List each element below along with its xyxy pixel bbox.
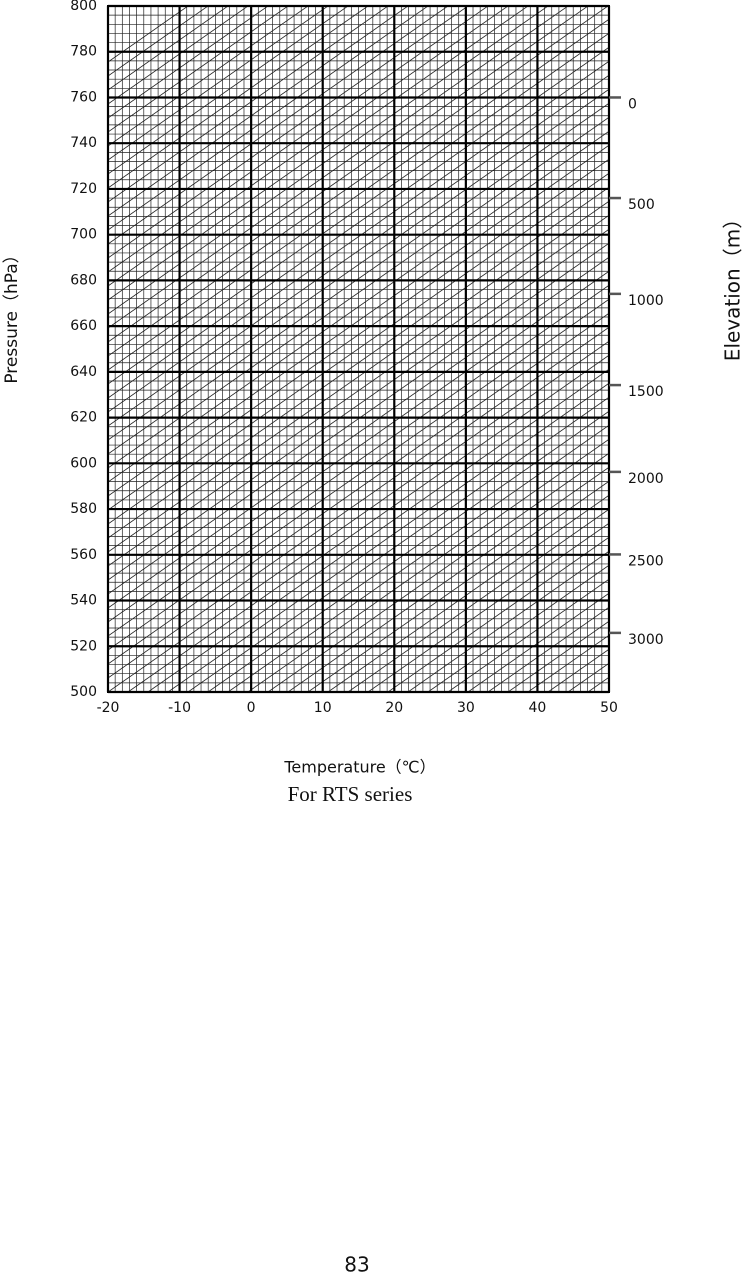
- y-tick-label: 500: [70, 684, 97, 700]
- y-tick-label: 680: [70, 272, 97, 288]
- y-tick-label: 600: [70, 455, 97, 471]
- x-tick-label: 10: [314, 700, 332, 716]
- y2-tick-label: 3000: [628, 632, 664, 648]
- y2-tick-label: 2000: [628, 471, 664, 487]
- diagonal-line: [128, 0, 742, 692]
- y-tick-label: 700: [70, 227, 97, 243]
- diagonal-line: [0, 0, 328, 692]
- diagonal-line: [408, 0, 742, 692]
- x-tick-label: -20: [97, 700, 120, 716]
- diagonal-line: [328, 0, 742, 692]
- diagonal-line: [548, 0, 742, 692]
- y2-tick-label: 500: [628, 197, 655, 213]
- y-tick-label: 660: [70, 318, 97, 334]
- y2-tick-label: 2500: [628, 553, 664, 569]
- y-tick-label: 780: [70, 44, 97, 60]
- x-tick-label: -10: [168, 700, 191, 716]
- diagonal-line: [268, 0, 742, 692]
- y-tick-label: 640: [70, 364, 97, 380]
- diagonal-line: [568, 0, 742, 692]
- diagonal-line: [428, 0, 742, 692]
- x-tick-label: 20: [385, 700, 403, 716]
- diagonal-line: [0, 0, 728, 692]
- diagonal-line: [508, 0, 742, 692]
- diagonal-line: [388, 0, 742, 692]
- y-axis-title: Pressure（hPa）: [2, 246, 22, 383]
- diagonal-line: [0, 0, 448, 692]
- diagonal-line: [0, 0, 648, 692]
- diagonal-line: [348, 0, 742, 692]
- diagonal-line: [228, 0, 742, 692]
- x-tick-label: 50: [600, 700, 618, 716]
- y-tick-label: 540: [70, 593, 97, 609]
- y2-tick-label: 0: [628, 96, 637, 112]
- diagonal-line: [0, 0, 428, 692]
- diagonal-line: [368, 0, 742, 692]
- y-tick-label: 520: [70, 638, 97, 654]
- diagonal-line: [588, 0, 742, 692]
- x-tick-label: 40: [529, 700, 547, 716]
- y2-axis-title: Elevation（m）: [721, 209, 742, 361]
- diagonal-line: [68, 0, 742, 692]
- y-tick-label: 720: [70, 181, 97, 197]
- caption: For RTS series: [288, 782, 413, 806]
- diagonal-line: [0, 0, 248, 692]
- y2-tick-label: 1500: [628, 384, 664, 400]
- x-tick-label: 0: [247, 700, 256, 716]
- x-tick-label: 30: [457, 700, 475, 716]
- diagonal-line: [0, 0, 368, 692]
- y-tick-label: 800: [70, 0, 97, 14]
- diagonal-line: [168, 0, 742, 692]
- y-tick-label: 580: [70, 501, 97, 517]
- y-tick-label: 620: [70, 410, 97, 426]
- x-axis-title: Temperature（℃）: [283, 758, 435, 777]
- diagonal-line: [488, 0, 742, 692]
- y-tick-label: 560: [70, 547, 97, 563]
- diagonal-line: [0, 0, 408, 692]
- diagonal-line: [88, 0, 742, 692]
- diagonal-line: [108, 0, 742, 692]
- y-tick-label: 760: [70, 89, 97, 105]
- page-number: 83: [344, 1253, 369, 1276]
- y-tick-label: 740: [70, 135, 97, 151]
- y2-tick-label: 1000: [628, 293, 664, 309]
